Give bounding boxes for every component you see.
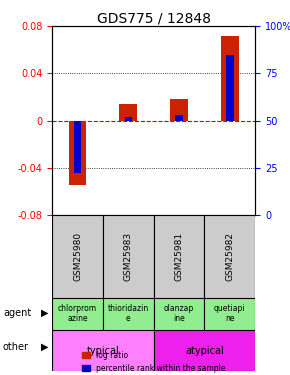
- FancyBboxPatch shape: [52, 330, 154, 371]
- Text: olanzap
ine: olanzap ine: [164, 304, 194, 324]
- Text: quetiapi
ne: quetiapi ne: [214, 304, 246, 324]
- FancyBboxPatch shape: [52, 215, 103, 297]
- Text: chlorprom
azine: chlorprom azine: [58, 304, 97, 324]
- FancyBboxPatch shape: [154, 215, 204, 297]
- Bar: [124, 117, 132, 121]
- Text: GSM25980: GSM25980: [73, 232, 82, 281]
- Legend: log ratio, percentile rank within the sample: log ratio, percentile rank within the sa…: [80, 348, 228, 375]
- Text: atypical: atypical: [185, 346, 224, 355]
- Text: ▶: ▶: [41, 308, 48, 318]
- Bar: [119, 104, 137, 121]
- Text: GSM25981: GSM25981: [175, 232, 184, 281]
- FancyBboxPatch shape: [103, 215, 154, 297]
- FancyBboxPatch shape: [103, 297, 154, 330]
- Bar: [74, 121, 81, 174]
- FancyBboxPatch shape: [204, 215, 255, 297]
- Text: ▶: ▶: [41, 342, 48, 352]
- Text: GSM25983: GSM25983: [124, 232, 133, 281]
- Text: GSM25982: GSM25982: [225, 232, 234, 281]
- Bar: [69, 121, 86, 186]
- Text: thioridazin
e: thioridazin e: [108, 304, 149, 324]
- FancyBboxPatch shape: [154, 297, 204, 330]
- FancyBboxPatch shape: [154, 330, 255, 371]
- Text: agent: agent: [3, 308, 31, 318]
- Bar: [175, 115, 183, 121]
- Title: GDS775 / 12848: GDS775 / 12848: [97, 11, 211, 25]
- FancyBboxPatch shape: [204, 297, 255, 330]
- Text: typical: typical: [87, 346, 119, 355]
- Bar: [226, 54, 234, 121]
- FancyBboxPatch shape: [52, 297, 103, 330]
- Bar: [221, 36, 239, 121]
- Text: other: other: [3, 342, 29, 352]
- Bar: [170, 99, 188, 121]
